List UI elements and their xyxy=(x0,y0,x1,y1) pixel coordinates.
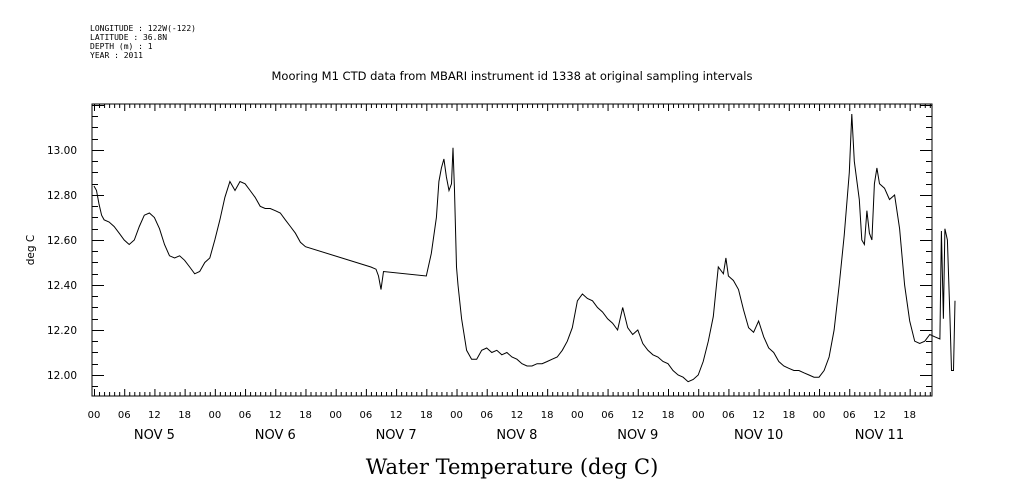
y-tick-label: 12.40 xyxy=(47,280,77,292)
y-tick-label: 13.00 xyxy=(47,145,77,157)
y-tick-label: 12.80 xyxy=(47,190,77,202)
x-axis-label: Water Temperature (deg C) xyxy=(366,455,659,479)
x-hour-label: 18 xyxy=(782,410,795,421)
x-day-label: NOV 7 xyxy=(376,428,417,443)
metadata-depth: DEPTH (m) : 1 xyxy=(90,42,153,51)
axis-ticks xyxy=(92,104,932,396)
x-day-label: NOV 11 xyxy=(855,428,904,443)
x-hour-label: 00 xyxy=(329,410,342,421)
x-hour-label: 06 xyxy=(601,410,614,421)
x-day-label: NOV 8 xyxy=(496,428,537,443)
x-hour-label: 18 xyxy=(662,410,675,421)
x-hour-label: 06 xyxy=(480,410,493,421)
x-day-label: NOV 10 xyxy=(734,428,783,443)
x-day-label: NOV 9 xyxy=(617,428,658,443)
y-tick-label: 12.00 xyxy=(47,370,77,382)
x-hour-label: 12 xyxy=(631,410,644,421)
x-day-label: NOV 5 xyxy=(134,428,175,443)
metadata-year: YEAR : 2011 xyxy=(90,51,143,60)
x-tick-labels: 00 06 12 18 00 06 12 18 00 06 12 18 00 06 12 18 00 06 12 18… xyxy=(88,410,916,443)
x-hour-label: 12 xyxy=(873,410,886,421)
chart-title: Mooring M1 CTD data from MBARI instrumen… xyxy=(272,69,753,83)
x-hour-label: 00 xyxy=(208,410,221,421)
metadata-longitude: LONGITUDE : 122W(-122) xyxy=(90,24,196,33)
x-hour-label: 06 xyxy=(360,410,373,421)
x-hour-label: 00 xyxy=(692,410,705,421)
x-hour-label: 00 xyxy=(813,410,826,421)
y-tick-labels: 12.00 12.20 12.40 12.60 12.80 13.00 xyxy=(47,145,77,382)
series-line-temperature xyxy=(93,113,956,383)
x-hour-label: 12 xyxy=(269,410,282,421)
x-hour-label: 06 xyxy=(239,410,252,421)
x-hour-label: 00 xyxy=(571,410,584,421)
x-hour-label: 06 xyxy=(118,410,131,421)
x-hour-label: 12 xyxy=(390,410,403,421)
y-tick-label: 12.60 xyxy=(47,235,77,247)
metadata-latitude: LATITUDE : 36.8N xyxy=(90,33,167,42)
x-hour-label: 18 xyxy=(541,410,554,421)
plot-frame xyxy=(91,103,933,397)
x-hour-label: 18 xyxy=(299,410,312,421)
x-hour-label: 12 xyxy=(511,410,524,421)
x-hour-label: 06 xyxy=(843,410,856,421)
x-hour-label: 00 xyxy=(88,410,101,421)
x-hour-label: 18 xyxy=(178,410,191,421)
y-axis-label: deg C xyxy=(25,235,37,265)
x-hour-label: 06 xyxy=(722,410,735,421)
x-hour-label: 12 xyxy=(148,410,161,421)
x-hour-label: 00 xyxy=(450,410,463,421)
x-hour-label: 12 xyxy=(752,410,765,421)
x-hour-label: 18 xyxy=(420,410,433,421)
metadata-block: LONGITUDE : 122W(-122) LATITUDE : 36.8N … xyxy=(90,24,196,60)
y-tick-label: 12.20 xyxy=(47,325,77,337)
x-day-label: NOV 6 xyxy=(255,428,296,443)
x-hour-label: 18 xyxy=(903,410,916,421)
